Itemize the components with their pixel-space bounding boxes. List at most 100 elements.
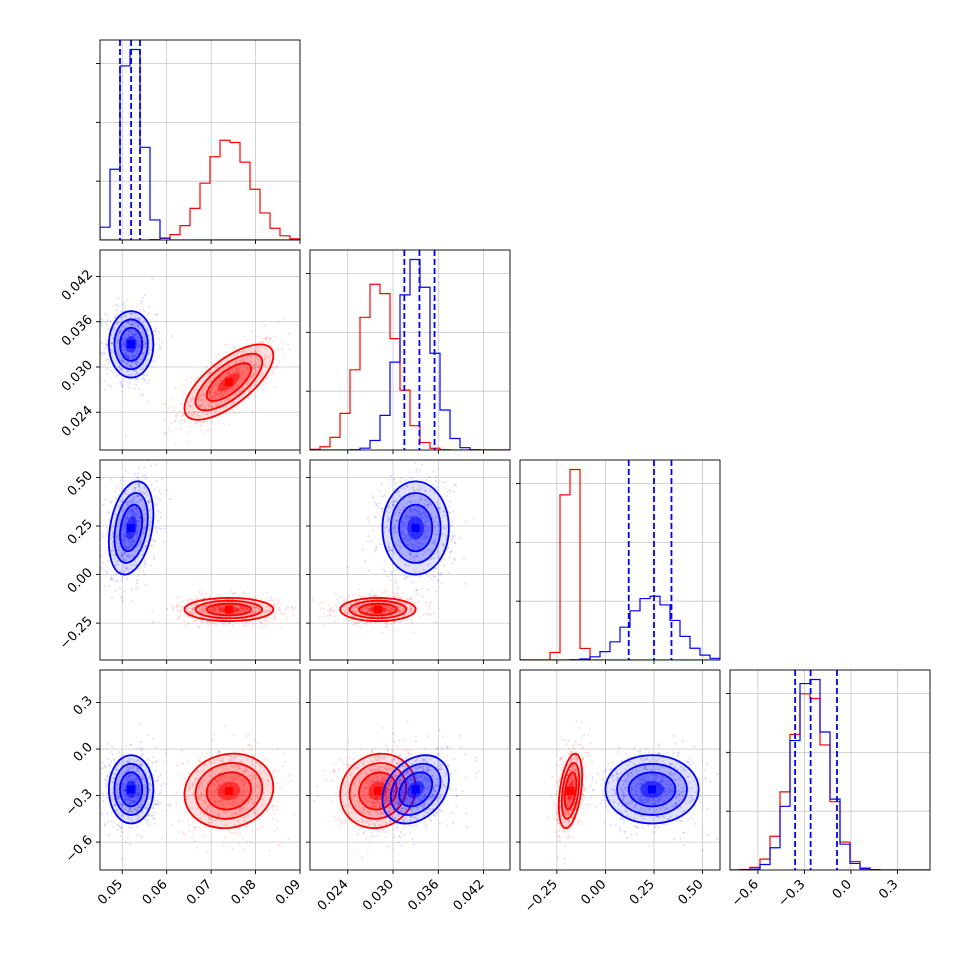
panel-frame bbox=[99, 459, 301, 661]
panel-0-0 bbox=[96, 39, 301, 244]
panel-2-2 bbox=[516, 459, 721, 664]
contour-blue bbox=[381, 480, 450, 576]
panel-frame bbox=[519, 669, 721, 871]
peak-blue bbox=[648, 785, 657, 794]
y-tick-label: 0.024 bbox=[59, 403, 96, 440]
x-tick-label: −0.6 bbox=[729, 877, 762, 910]
x-tick-label: 0.05 bbox=[95, 877, 126, 908]
y-tick-label: −0.3 bbox=[63, 786, 96, 819]
x-tick-label: 0.50 bbox=[675, 877, 706, 908]
contour-red bbox=[183, 343, 275, 421]
x-tick-label: −0.3 bbox=[775, 877, 808, 910]
y-tick-label: −0.6 bbox=[63, 833, 96, 866]
peak-blue bbox=[411, 785, 420, 794]
x-tick-label: 0.06 bbox=[140, 877, 171, 908]
x-tick-label: 0.07 bbox=[184, 877, 215, 908]
x-tick-label: 0.042 bbox=[451, 877, 488, 914]
peak-blue bbox=[411, 523, 420, 532]
panel-1-0: 0.024 0.030 0.036 0.042 bbox=[59, 249, 301, 454]
contour-red bbox=[563, 771, 578, 811]
panel-3-1: 0.024 0.030 0.036 0.042 bbox=[306, 669, 511, 914]
panel-frame bbox=[309, 669, 511, 871]
panel-2-1 bbox=[306, 459, 511, 664]
x-tick-label: −0.25 bbox=[522, 877, 561, 916]
panel-frame bbox=[99, 249, 301, 451]
peak-red bbox=[224, 378, 233, 387]
y-tick-label: 0.042 bbox=[59, 267, 96, 304]
contour-blue bbox=[113, 492, 149, 564]
contour-red bbox=[205, 771, 253, 811]
contour-red bbox=[358, 602, 398, 617]
histogram-blue bbox=[730, 678, 930, 870]
x-tick-label: 0.25 bbox=[627, 877, 658, 908]
y-tick-label: 0.030 bbox=[59, 358, 96, 395]
x-tick-label: 0.030 bbox=[360, 877, 397, 914]
peak-blue bbox=[127, 340, 136, 349]
contour-blue bbox=[107, 480, 155, 576]
contour-red bbox=[557, 752, 584, 830]
y-tick-label: 0.00 bbox=[65, 565, 96, 596]
peak-red bbox=[373, 786, 382, 795]
panel-frame bbox=[99, 669, 301, 871]
contour-red bbox=[348, 599, 408, 620]
contour-blue bbox=[398, 503, 434, 553]
contour-blue bbox=[398, 771, 434, 808]
peak-blue bbox=[127, 785, 136, 794]
panel-3-0: 0.05 0.06 0.07 0.08 0.09 −0.6 −0.3 0.0 0.3 bbox=[63, 669, 304, 908]
contour-red bbox=[183, 752, 275, 830]
contour-red bbox=[194, 762, 264, 820]
panel-2-0: −0.25 0.00 0.25 0.50 bbox=[57, 459, 301, 664]
x-tick-label: 0.00 bbox=[578, 877, 609, 908]
contour-blue bbox=[604, 754, 700, 825]
y-tick-label: −0.25 bbox=[57, 614, 96, 653]
contour-red bbox=[183, 596, 275, 623]
contour-blue bbox=[119, 503, 144, 553]
contour-blue bbox=[389, 492, 442, 564]
x-tick-label: 0.08 bbox=[228, 877, 259, 908]
x-tick-label: 0.0 bbox=[830, 877, 855, 902]
x-tick-label: 0.3 bbox=[876, 877, 901, 902]
contour-blue bbox=[119, 771, 144, 808]
peak-red bbox=[373, 605, 382, 614]
panel-frame bbox=[99, 39, 301, 241]
x-tick-label: 0.09 bbox=[273, 877, 304, 908]
contour-blue bbox=[627, 771, 677, 808]
panel-frame bbox=[309, 459, 511, 661]
contour-blue bbox=[107, 310, 155, 379]
panel-frame bbox=[729, 669, 931, 871]
contour-red bbox=[560, 762, 581, 820]
panel-3-3: −0.6 −0.3 0.0 0.3 bbox=[726, 669, 931, 910]
peak-red bbox=[566, 786, 575, 795]
x-tick-label: 0.036 bbox=[405, 877, 442, 914]
contour-blue bbox=[389, 762, 442, 816]
y-tick-label: 0.036 bbox=[59, 313, 96, 350]
contour-blue bbox=[113, 762, 149, 816]
scatter-blue bbox=[345, 461, 475, 624]
contour-red bbox=[194, 352, 264, 412]
contour-red bbox=[358, 771, 398, 811]
panel-frame bbox=[519, 459, 721, 661]
histogram-red bbox=[310, 283, 510, 450]
peak-blue bbox=[127, 523, 136, 532]
contour-red bbox=[194, 599, 264, 620]
histogram-red bbox=[100, 139, 300, 240]
peak-red bbox=[224, 605, 233, 614]
histogram-blue bbox=[100, 48, 300, 240]
panel-frame bbox=[309, 249, 511, 451]
panel-1-1 bbox=[306, 249, 511, 454]
y-tick-label: 0.3 bbox=[71, 693, 96, 718]
contour-red bbox=[339, 596, 417, 623]
scatter-red bbox=[313, 726, 444, 863]
peak-red bbox=[224, 786, 233, 795]
x-tick-label: 0.024 bbox=[315, 877, 352, 914]
contour-red bbox=[339, 752, 417, 830]
contour-blue bbox=[107, 754, 155, 825]
contour-blue bbox=[381, 754, 450, 825]
y-tick-label: 0.50 bbox=[65, 468, 96, 499]
contour-blue bbox=[113, 318, 149, 371]
y-tick-label: 0.25 bbox=[65, 517, 96, 548]
panel-3-2: −0.25 0.00 0.25 0.50 bbox=[516, 669, 721, 916]
y-tick-label: 0.0 bbox=[71, 740, 96, 765]
contour-red bbox=[205, 362, 253, 402]
